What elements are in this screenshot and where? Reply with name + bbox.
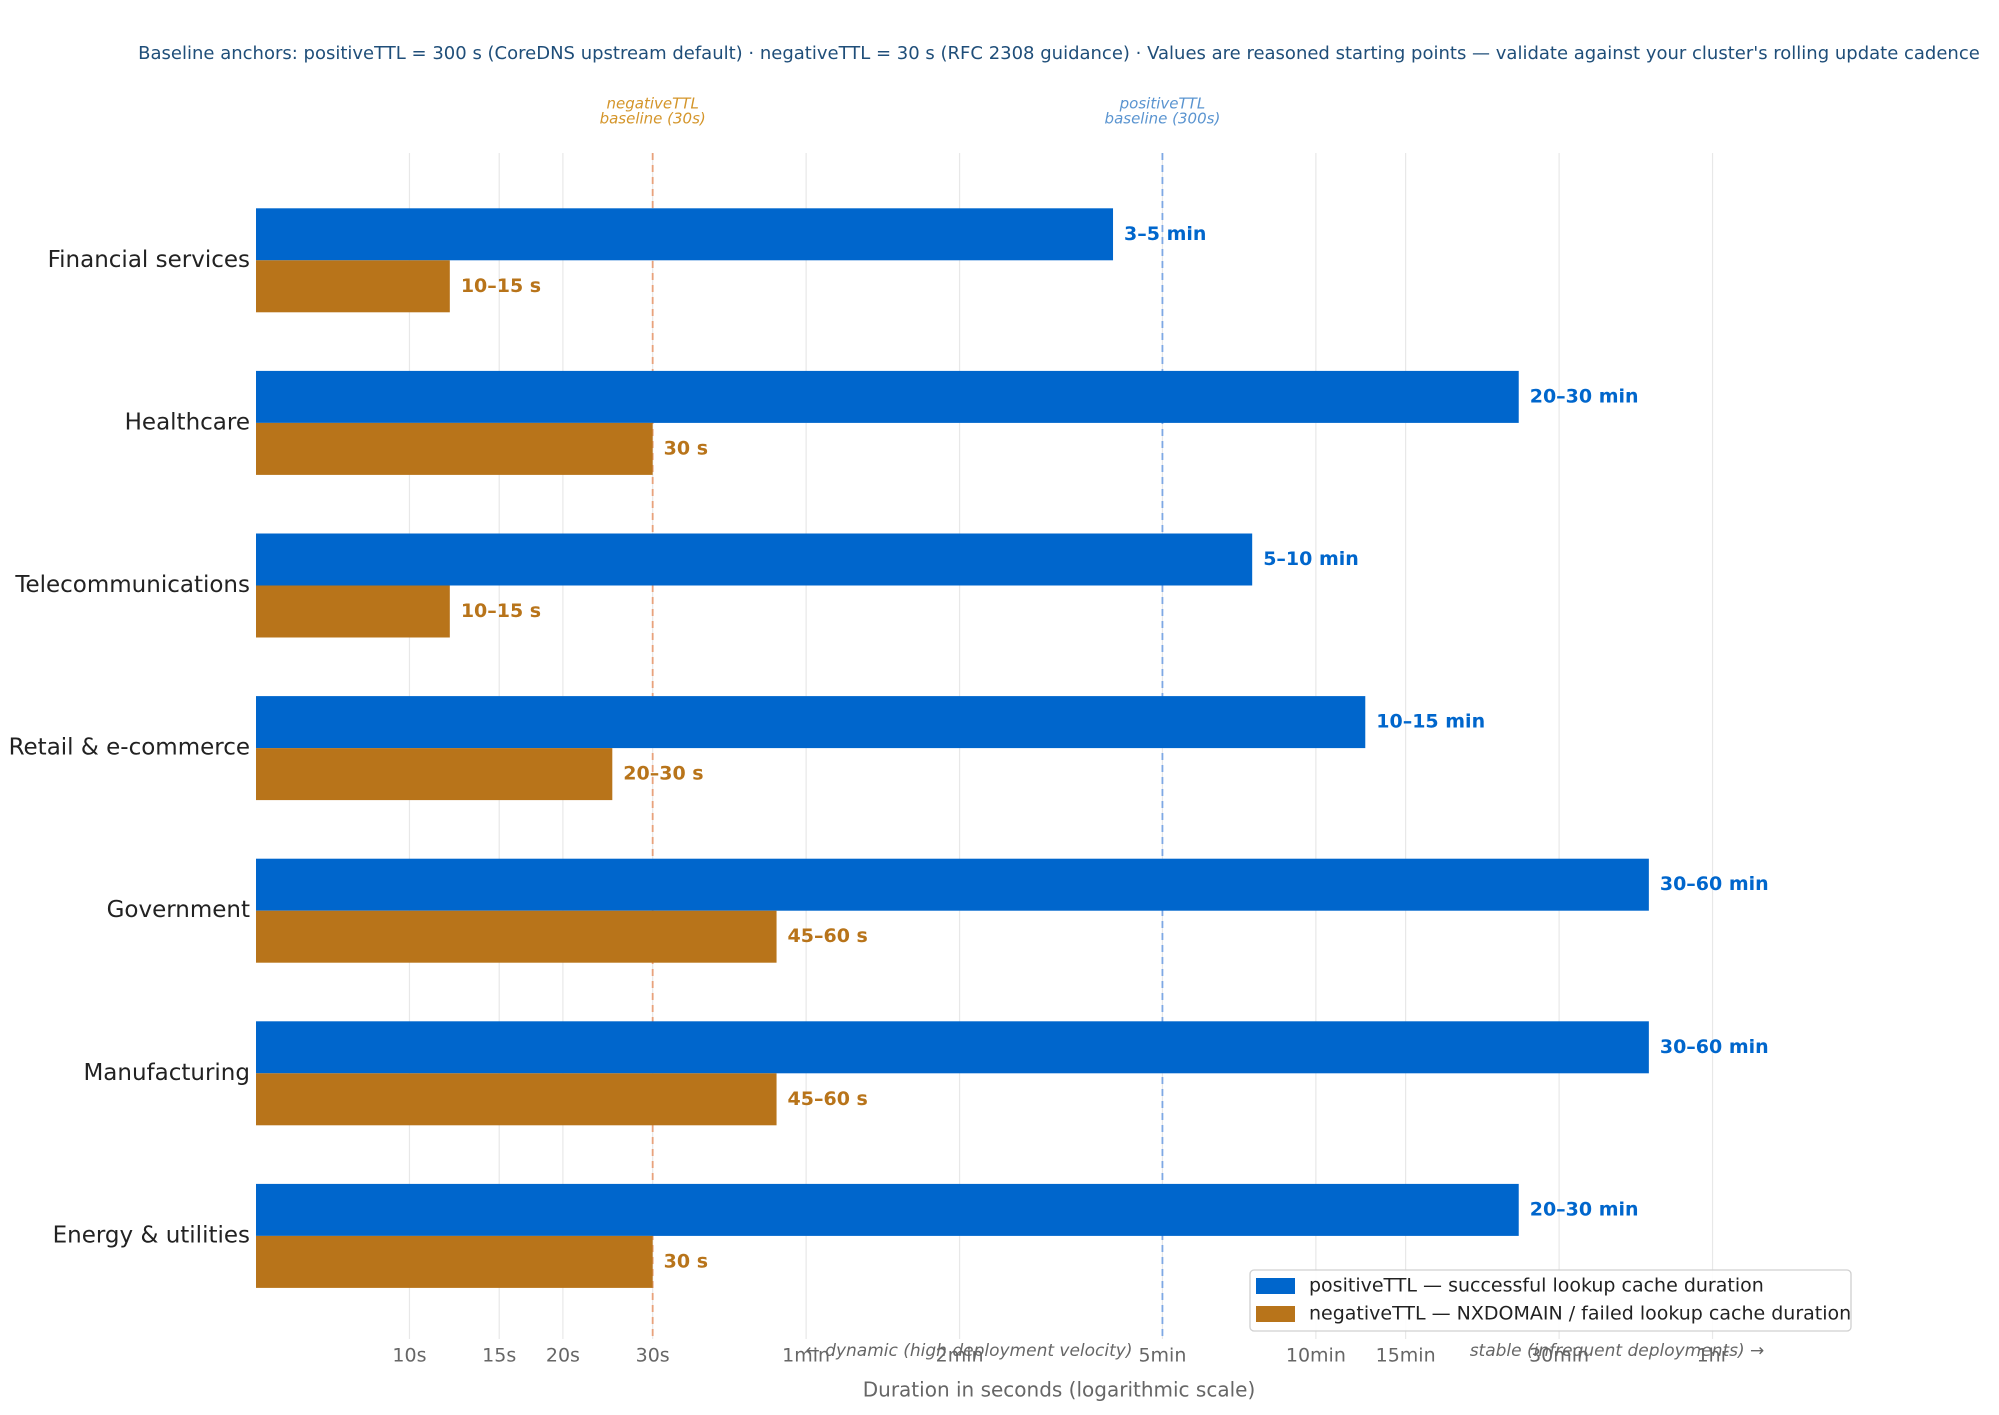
value-label: 30 s [664,1250,708,1272]
value-label: 45–60 s [788,1088,868,1110]
reference-label: baseline (30s) [600,110,706,128]
y-tick-label: Telecommunications [14,572,250,598]
legend: positiveTTL — successful lookup cache du… [1249,1269,1852,1332]
x-tick-label: 15s [482,1345,516,1367]
value-label: 30 s [664,437,708,459]
x-tick-label: 30s [636,1345,670,1367]
x-tick-label: 10min [1286,1345,1346,1367]
value-label: 20–30 min [1530,1198,1639,1220]
value-label: 30–60 min [1660,1036,1769,1058]
bar [256,1073,777,1126]
bar [256,1021,1649,1074]
bar [256,260,450,313]
value-label: 5–10 min [1263,548,1359,570]
legend-label: positiveTTL — successful lookup cache du… [1309,1275,1764,1297]
annotation: ← dynamic (high deployment velocity) [806,1341,1133,1361]
x-axis-label: Duration in seconds (logarithmic scale) [863,1378,1256,1402]
reference-label: positiveTTL [1119,95,1206,113]
bar [256,748,613,801]
y-tick-label: Financial services [48,247,250,273]
y-tick-label: Healthcare [125,409,250,435]
value-label: 45–60 s [788,925,868,947]
value-label: 30–60 min [1660,873,1769,895]
x-tick-label: 20s [546,1345,580,1367]
bar [256,910,777,963]
y-tick-label: Government [107,897,250,923]
y-tick-label: Retail & e-commerce [9,735,250,761]
x-tick-label: 10s [392,1345,426,1367]
legend-swatch [1256,1306,1295,1322]
y-tick-label: Manufacturing [83,1060,250,1086]
bar [256,370,1519,423]
value-label: 10–15 s [461,275,541,297]
bar [256,585,450,638]
x-tick-label: 1min [782,1345,830,1367]
legend-swatch [1256,1278,1295,1294]
value-label: 20–30 s [623,763,703,785]
bar [256,533,1253,586]
bar [256,422,653,475]
value-label: 3–5 min [1124,223,1206,245]
x-tick-label: 2min [936,1345,984,1367]
chart-subtitle: Baseline anchors: positiveTTL = 300 s (C… [138,43,1980,64]
reference-label: negativeTTL [607,95,699,113]
bar [256,696,1366,749]
value-label: 10–15 s [461,600,541,622]
plot-area: Financial services 3–5 min 10–15 s Healthca… [9,208,1769,1288]
value-label: 10–15 min [1376,711,1485,733]
x-tick-label: 15min [1376,1345,1436,1367]
bar [256,208,1114,261]
bar [256,1183,1519,1236]
bar [256,858,1649,911]
legend-label: negativeTTL — NXDOMAIN / failed lookup c… [1309,1303,1851,1325]
y-tick-label: Energy & utilities [53,1222,250,1248]
x-tick-label: 30min [1529,1345,1589,1367]
reference-label: baseline (300s) [1105,110,1221,128]
bar [256,1235,653,1288]
legend-box [1249,1269,1852,1332]
x-tick-label: 1hr [1697,1345,1729,1367]
x-tick-label: 5min [1138,1345,1186,1367]
value-label: 20–30 min [1530,385,1639,407]
annotation: stable (infrequent deployments) → [1470,1341,1765,1361]
